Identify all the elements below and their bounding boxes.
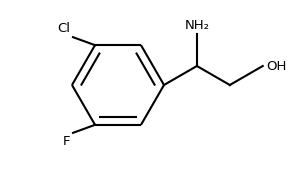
Text: NH₂: NH₂ [185,19,209,32]
Text: OH: OH [267,59,287,72]
Text: F: F [63,135,70,148]
Text: Cl: Cl [57,22,70,35]
